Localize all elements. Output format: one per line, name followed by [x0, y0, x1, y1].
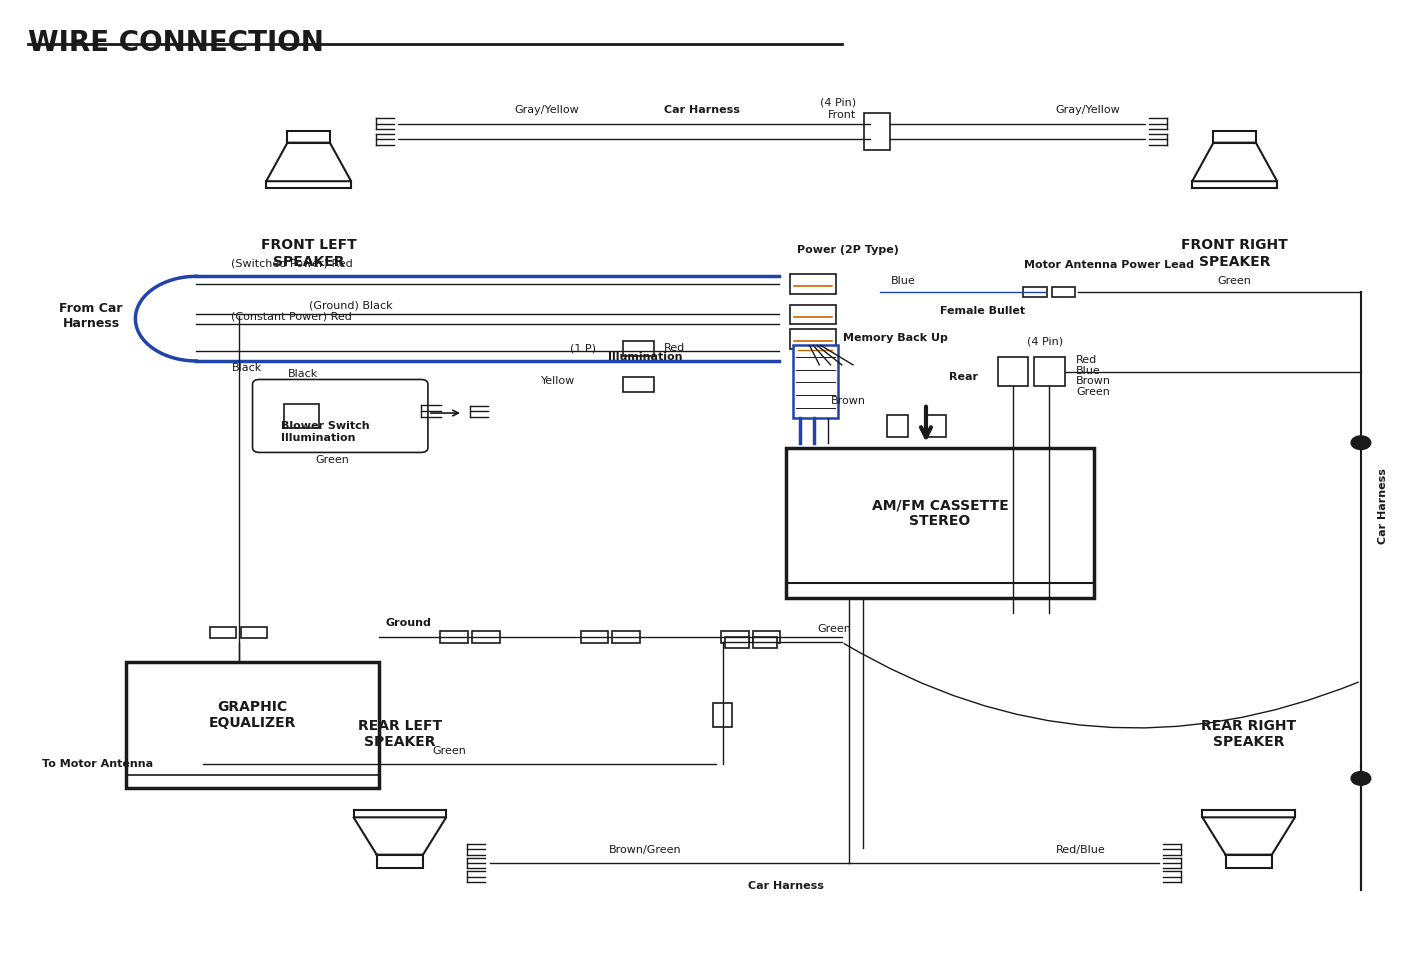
Text: GRAPHIC
EQUALIZER: GRAPHIC EQUALIZER — [209, 700, 296, 731]
Bar — [786, 448, 1094, 598]
Text: Gray/Yellow: Gray/Yellow — [1055, 105, 1120, 115]
Bar — [1024, 286, 1047, 298]
Bar — [725, 636, 749, 648]
Bar — [240, 627, 267, 638]
Text: Rear: Rear — [948, 372, 978, 381]
Bar — [864, 113, 890, 150]
Text: Memory Back Up: Memory Back Up — [843, 333, 948, 343]
Bar — [721, 631, 749, 643]
Text: Yellow: Yellow — [542, 377, 575, 386]
Bar — [376, 854, 422, 868]
Text: Brown: Brown — [832, 396, 866, 406]
Text: Red: Red — [664, 343, 685, 353]
Text: Green: Green — [316, 455, 349, 465]
Text: (4 Pin): (4 Pin) — [1027, 337, 1063, 346]
Bar — [623, 341, 654, 356]
Text: From Car
Harness: From Car Harness — [59, 303, 123, 330]
Bar — [1051, 286, 1075, 298]
FancyBboxPatch shape — [253, 379, 428, 452]
Text: (Ground) Black: (Ground) Black — [309, 301, 393, 311]
Text: Ground: Ground — [386, 618, 432, 628]
Bar — [790, 305, 836, 325]
Bar — [283, 404, 318, 428]
Text: WIRE CONNECTION: WIRE CONNECTION — [28, 29, 324, 57]
Bar — [790, 274, 836, 294]
Text: AM/FM CASSETTE
STEREO: AM/FM CASSETTE STEREO — [871, 498, 1009, 528]
Bar — [752, 636, 776, 648]
Text: Front: Front — [828, 110, 856, 120]
Text: Blue: Blue — [1076, 366, 1101, 376]
Bar — [471, 631, 499, 643]
Bar — [1226, 854, 1271, 868]
Text: Green: Green — [1218, 276, 1251, 286]
Circle shape — [1351, 436, 1371, 450]
Bar — [623, 377, 654, 392]
Bar — [713, 703, 732, 728]
Text: Black: Black — [231, 363, 262, 373]
Text: Blue: Blue — [891, 276, 916, 286]
Text: Brown/Green: Brown/Green — [609, 846, 682, 855]
Bar — [126, 662, 379, 788]
Text: Car Harness: Car Harness — [748, 881, 824, 890]
Circle shape — [1351, 772, 1371, 785]
Text: FRONT LEFT
SPEAKER: FRONT LEFT SPEAKER — [261, 238, 356, 269]
Text: REAR RIGHT
SPEAKER: REAR RIGHT SPEAKER — [1201, 719, 1296, 749]
Bar — [612, 631, 640, 643]
Bar — [998, 357, 1028, 386]
Text: Blower Switch
Illumination: Blower Switch Illumination — [281, 421, 369, 443]
Text: Red: Red — [1076, 355, 1097, 365]
Text: To Motor Antenna: To Motor Antenna — [42, 759, 153, 769]
Text: (Switched Power) Red: (Switched Power) Red — [231, 259, 354, 269]
Bar — [926, 415, 946, 437]
Text: (4 Pin): (4 Pin) — [819, 97, 856, 107]
Text: (1 P): (1 P) — [570, 343, 596, 353]
FancyArrowPatch shape — [845, 643, 1358, 728]
Bar — [790, 329, 836, 349]
Bar — [752, 631, 780, 643]
Text: Green: Green — [1076, 387, 1110, 397]
Text: REAR LEFT
SPEAKER: REAR LEFT SPEAKER — [358, 719, 442, 749]
Text: Green: Green — [432, 746, 466, 756]
Text: Female Bullet: Female Bullet — [940, 306, 1026, 316]
Text: Motor Antenna Power Lead: Motor Antenna Power Lead — [1024, 261, 1194, 270]
Bar — [1214, 131, 1256, 143]
Text: Car Harness: Car Harness — [1378, 468, 1388, 544]
Text: Green: Green — [818, 625, 852, 634]
Text: Red/Blue: Red/Blue — [1055, 846, 1106, 855]
Bar — [288, 131, 330, 143]
Text: Car Harness: Car Harness — [664, 105, 739, 115]
Bar — [793, 345, 838, 418]
Text: Power (2P Type): Power (2P Type) — [797, 245, 899, 255]
Text: Illumination: Illumination — [607, 352, 683, 362]
Text: (Constant Power) Red: (Constant Power) Red — [231, 311, 352, 321]
Text: FRONT RIGHT
SPEAKER: FRONT RIGHT SPEAKER — [1181, 238, 1288, 269]
Text: Brown: Brown — [1076, 377, 1111, 386]
Bar — [441, 631, 469, 643]
Text: Gray/Yellow: Gray/Yellow — [515, 105, 579, 115]
Bar — [210, 627, 236, 638]
Bar — [1034, 357, 1065, 386]
Bar — [581, 631, 607, 643]
Text: Black: Black — [288, 370, 318, 379]
Bar — [887, 415, 909, 437]
